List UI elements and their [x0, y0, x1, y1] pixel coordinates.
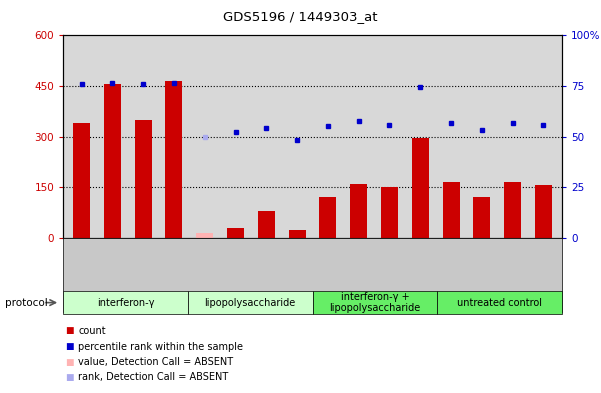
Bar	[442, 182, 460, 238]
Text: ■: ■	[65, 327, 73, 335]
Bar	[350, 184, 367, 238]
Text: ■: ■	[65, 373, 73, 382]
Text: rank, Detection Call = ABSENT: rank, Detection Call = ABSENT	[78, 372, 228, 382]
Text: interferon-γ +
lipopolysaccharide: interferon-γ + lipopolysaccharide	[329, 292, 421, 313]
Text: interferon-γ: interferon-γ	[97, 298, 154, 308]
Text: protocol: protocol	[5, 298, 47, 308]
Bar	[104, 84, 121, 238]
Bar	[73, 123, 90, 238]
Bar	[135, 120, 151, 238]
Text: percentile rank within the sample: percentile rank within the sample	[78, 342, 243, 352]
Bar	[535, 185, 552, 238]
Text: untreated control: untreated control	[457, 298, 542, 308]
Text: value, Detection Call = ABSENT: value, Detection Call = ABSENT	[78, 357, 233, 367]
Bar	[504, 182, 521, 238]
Text: lipopolysaccharide: lipopolysaccharide	[204, 298, 296, 308]
Bar	[197, 233, 213, 238]
Bar	[381, 187, 398, 238]
Bar	[288, 230, 305, 238]
Text: count: count	[78, 326, 106, 336]
Bar	[412, 138, 429, 238]
Bar	[227, 228, 244, 238]
Bar	[320, 197, 337, 238]
Bar	[474, 197, 490, 238]
Bar	[258, 211, 275, 238]
Bar	[165, 81, 183, 238]
Text: ■: ■	[65, 342, 73, 351]
Text: ■: ■	[65, 358, 73, 367]
Text: GDS5196 / 1449303_at: GDS5196 / 1449303_at	[223, 10, 378, 23]
